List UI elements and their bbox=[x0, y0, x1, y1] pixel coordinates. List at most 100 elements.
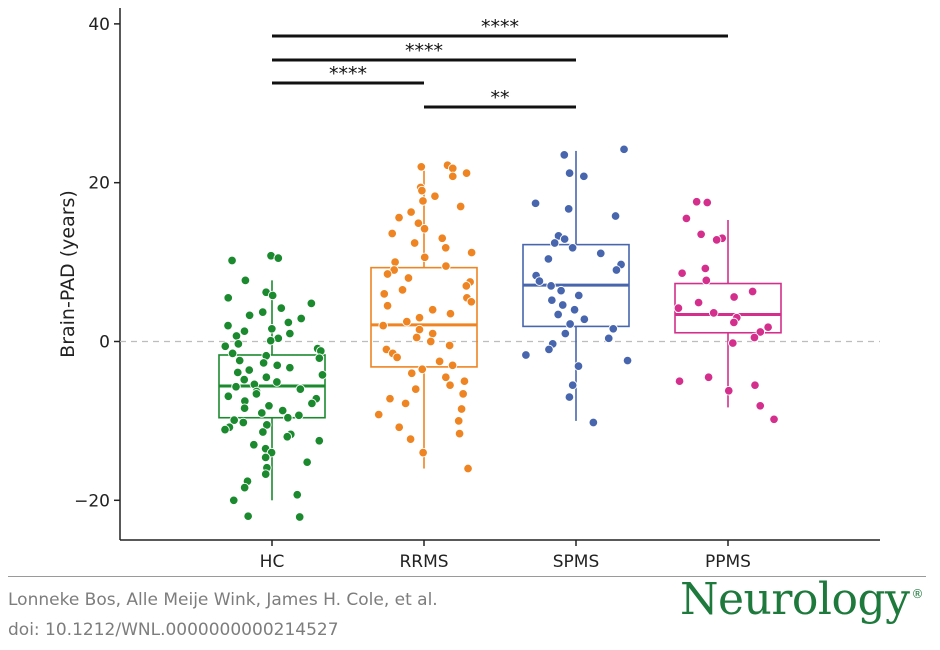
y-tick-label: 0 bbox=[99, 332, 110, 352]
data-point bbox=[456, 404, 467, 414]
data-point bbox=[573, 361, 584, 371]
box-group-rrms bbox=[370, 160, 478, 474]
data-point bbox=[426, 336, 436, 347]
data-point bbox=[461, 281, 472, 291]
data-point bbox=[413, 218, 424, 228]
data-point bbox=[603, 333, 614, 344]
significance-label: **** bbox=[329, 63, 367, 85]
data-point bbox=[394, 212, 404, 223]
data-point bbox=[220, 341, 231, 352]
data-point bbox=[455, 201, 466, 212]
data-point bbox=[406, 207, 416, 217]
data-point bbox=[700, 263, 711, 274]
doi-text: doi: 10.1212/WNL.0000000000214527 bbox=[8, 620, 339, 640]
data-point bbox=[262, 420, 272, 430]
data-point bbox=[755, 327, 766, 337]
data-point bbox=[233, 367, 243, 378]
data-point bbox=[677, 268, 687, 278]
data-point bbox=[463, 463, 473, 474]
data-point bbox=[440, 243, 451, 253]
data-point bbox=[239, 326, 250, 336]
data-point bbox=[769, 414, 779, 425]
data-point bbox=[258, 358, 269, 368]
data-point bbox=[411, 332, 422, 343]
footer-divider bbox=[8, 576, 926, 577]
data-point bbox=[611, 265, 622, 275]
x-tick-label: SPMS bbox=[553, 552, 600, 572]
significance-label: **** bbox=[405, 40, 443, 62]
data-point bbox=[294, 512, 305, 522]
data-point bbox=[549, 238, 560, 248]
data-point bbox=[417, 185, 427, 196]
data-point bbox=[750, 380, 760, 390]
data-point bbox=[260, 452, 271, 463]
data-point bbox=[418, 196, 428, 206]
data-point bbox=[405, 434, 416, 444]
data-point bbox=[755, 401, 765, 411]
data-point bbox=[379, 289, 389, 299]
data-point bbox=[239, 374, 249, 385]
data-point bbox=[220, 424, 230, 435]
data-point bbox=[282, 432, 293, 442]
data-point bbox=[223, 320, 233, 331]
data-point bbox=[258, 427, 268, 437]
data-point bbox=[619, 144, 629, 155]
data-point bbox=[402, 316, 412, 327]
significance-label: ** bbox=[491, 87, 510, 109]
data-point bbox=[257, 307, 268, 317]
data-point bbox=[373, 409, 384, 420]
data-point bbox=[466, 297, 477, 307]
box-group-spms bbox=[521, 144, 633, 428]
data-point bbox=[567, 380, 578, 390]
data-point bbox=[448, 171, 458, 182]
data-point bbox=[454, 428, 465, 439]
data-point bbox=[273, 253, 284, 263]
data-point bbox=[749, 332, 760, 343]
data-point bbox=[466, 247, 477, 258]
data-point bbox=[427, 304, 438, 315]
data-point bbox=[579, 171, 589, 182]
data-point bbox=[223, 293, 233, 303]
data-point bbox=[407, 368, 417, 379]
data-point bbox=[546, 281, 556, 291]
data-point bbox=[260, 469, 271, 479]
data-point bbox=[416, 162, 427, 172]
data-point bbox=[559, 150, 570, 160]
data-point bbox=[267, 324, 277, 334]
data-point bbox=[557, 300, 568, 310]
data-point bbox=[283, 317, 294, 328]
registered-mark: ® bbox=[911, 587, 924, 602]
y-axis-label: Brain-PAD (years) bbox=[57, 190, 79, 358]
data-point bbox=[239, 482, 250, 493]
y-tick-label: 20 bbox=[88, 174, 110, 194]
data-point bbox=[223, 391, 234, 402]
data-point bbox=[763, 322, 773, 332]
data-point bbox=[292, 489, 302, 500]
data-point bbox=[265, 335, 276, 346]
data-point bbox=[444, 340, 455, 351]
data-point bbox=[564, 392, 575, 402]
data-point bbox=[622, 355, 633, 366]
box-group-hc bbox=[218, 250, 328, 522]
data-point bbox=[244, 365, 254, 375]
data-point bbox=[233, 339, 244, 349]
box-group-ppms bbox=[673, 196, 782, 425]
data-point bbox=[703, 372, 714, 382]
data-point bbox=[418, 447, 428, 458]
data-point bbox=[244, 310, 255, 321]
box-plot-chart: −20 0 20 40 Brain-PAD (years) HC RRMS SPMS PPMS *… bbox=[57, 8, 880, 572]
data-point bbox=[530, 198, 541, 209]
data-point bbox=[681, 213, 692, 224]
data-point bbox=[382, 269, 393, 279]
data-point bbox=[693, 297, 704, 308]
data-point bbox=[564, 168, 575, 178]
data-point bbox=[314, 435, 325, 446]
data-point bbox=[579, 314, 590, 325]
data-point bbox=[307, 398, 317, 409]
data-point bbox=[238, 417, 249, 428]
data-point bbox=[382, 301, 393, 311]
data-point bbox=[267, 290, 278, 301]
data-point bbox=[417, 364, 427, 375]
data-point bbox=[410, 384, 421, 394]
data-point bbox=[385, 393, 395, 404]
